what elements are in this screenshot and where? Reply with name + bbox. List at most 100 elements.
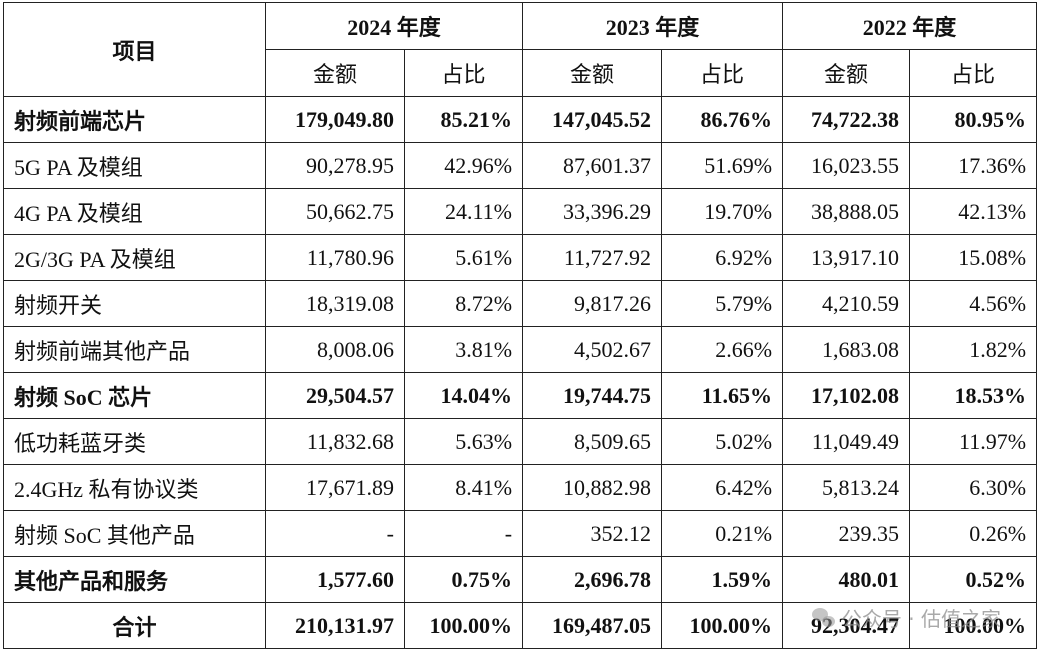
year-header-2023: 2023 年度 [522,2,784,50]
item-header: 项目 [3,2,266,97]
amount-cell: 17,671.89 [265,464,405,511]
amount-cell: 1,683.08 [782,326,911,373]
amount-header: 金额 [522,49,663,97]
amount-cell: 352.12 [522,510,663,557]
ratio-cell: 0.52% [909,556,1038,603]
amount-cell: 4,210.59 [782,280,911,327]
ratio-cell: 24.11% [403,188,524,235]
ratio-cell: 17.36% [909,142,1038,189]
amount-header: 金额 [265,49,405,97]
table-row: 低功耗蓝牙类 11,832.68 5.63% 8,509.65 5.02% 11,049.… [3,418,1038,465]
wechat-watermark: 公众号 · 估值之家 [811,603,1001,632]
ratio-cell: 85.21% [403,96,524,143]
ratio-cell: 5.63% [403,418,524,465]
ratio-cell: 100.00% [909,602,1038,649]
amount-cell: 29,504.57 [265,372,405,419]
ratio-cell: 86.76% [661,96,784,143]
revenue-breakdown-table: 项目 2024 年度 2023 年度 2022 年度 金额 占比 金额 占比 金… [3,2,1038,649]
year-header-2024: 2024 年度 [264,2,524,50]
year-header-2022: 2022 年度 [782,2,1038,50]
ratio-cell: 15.08% [909,234,1038,281]
ratio-cell: 100.00% [661,602,784,649]
ratio-cell: 18.53% [909,372,1038,419]
ratio-cell: 11.65% [661,372,784,419]
amount-cell: 50,662.75 [265,188,405,235]
ratio-cell: 1.82% [909,326,1038,373]
table-row: 4G PA 及模组 50,662.75 24.11% 33,396.29 19.70% 3… [3,188,1038,235]
row-label: 2.4GHz 私有协议类 [3,464,266,511]
table-row: 其他产品和服务 1,577.60 0.75% 2,696.78 1.59% 480.01 0… [3,556,1038,603]
amount-header: 金额 [782,49,911,97]
ratio-cell: 2.66% [661,326,784,373]
amount-cell: 11,049.49 [782,418,911,465]
amount-cell: 480.01 [782,556,911,603]
row-label: 射频 SoC 其他产品 [3,510,266,557]
ratio-cell: 0.26% [909,510,1038,557]
table-row: 2G/3G PA 及模组 11,780.96 5.61% 11,727.92 6.92%… [3,234,1038,281]
ratio-cell: 42.13% [909,188,1038,235]
row-label: 其他产品和服务 [3,556,266,603]
table-row: 射频 SoC 其他产品 - -352.12 0.21% 239.35 0.26% [3,510,1038,557]
amount-cell: - [265,510,405,557]
wechat-icon [811,607,836,628]
ratio-cell: 42.96% [403,142,524,189]
ratio-cell: 3.81% [403,326,524,373]
amount-cell: 8,509.65 [522,418,663,465]
table-row: 射频开关 18,319.08 8.72% 9,817.26 5.79% 4,210.59 4… [3,280,1038,327]
ratio-cell: 6.42% [661,464,784,511]
ratio-cell: 80.95% [909,96,1038,143]
amount-cell: 74,722.38 [782,96,911,143]
ratio-cell: 1.59% [661,556,784,603]
amount-cell: 239.35 [782,510,911,557]
amount-cell: 9,817.26 [522,280,663,327]
ratio-cell: 5.79% [661,280,784,327]
amount-cell: 17,102.08 [782,372,911,419]
table-row: 2.4GHz 私有协议类 17,671.89 8.41% 10,882.98 6.42%… [3,464,1038,511]
amount-cell: 33,396.29 [522,188,663,235]
ratio-cell: 11.97% [909,418,1038,465]
amount-cell: 11,780.96 [265,234,405,281]
ratio-cell: - [403,510,524,557]
ratio-cell: 0.21% [661,510,784,557]
ratio-cell: 8.41% [403,464,524,511]
ratio-header: 占比 [403,49,524,97]
amount-cell: 16,023.55 [782,142,911,189]
amount-cell: 4,502.67 [522,326,663,373]
table-row: 射频 SoC 芯片 29,504.57 14.04% 19,744.75 11.65% 1… [3,372,1038,419]
amount-cell: 1,577.60 [265,556,405,603]
ratio-cell: 100.00% [403,602,524,649]
ratio-header: 占比 [661,49,784,97]
row-label: 射频前端芯片 [3,96,266,143]
ratio-cell: 8.72% [403,280,524,327]
row-label: 射频 SoC 芯片 [3,372,266,419]
amount-cell: 11,832.68 [265,418,405,465]
amount-cell: 169,487.05 [522,602,663,649]
ratio-cell: 14.04% [403,372,524,419]
amount-cell: 90,278.95 [265,142,405,189]
table-row: 射频前端芯片 179,049.80 85.21% 147,045.52 86.76% 74… [3,96,1038,143]
table-row: 5G PA 及模组 90,278.95 42.96% 87,601.37 51.69% 1… [3,142,1038,189]
amount-cell: 92,304.47 [782,602,911,649]
row-label: 4G PA 及模组 [3,188,266,235]
ratio-cell: 5.61% [403,234,524,281]
row-label: 射频开关 [3,280,266,327]
ratio-cell: 5.02% [661,418,784,465]
amount-cell: 5,813.24 [782,464,911,511]
header-row-years: 项目 2024 年度 2023 年度 2022 年度 [3,2,1038,97]
amount-cell: 2,696.78 [522,556,663,603]
table-row: 射频前端其他产品 8,008.06 3.81% 4,502.67 2.66% 1,683.… [3,326,1038,373]
amount-cell: 210,131.97 [265,602,405,649]
row-label: 2G/3G PA 及模组 [3,234,266,281]
amount-cell: 10,882.98 [522,464,663,511]
ratio-cell: 19.70% [661,188,784,235]
amount-cell: 13,917.10 [782,234,911,281]
ratio-cell: 4.56% [909,280,1038,327]
row-label: 5G PA 及模组 [3,142,266,189]
ratio-header: 占比 [909,49,1038,97]
amount-cell: 38,888.05 [782,188,911,235]
ratio-cell: 51.69% [661,142,784,189]
row-label: 合计 [3,602,266,649]
amount-cell: 18,319.08 [265,280,405,327]
amount-cell: 87,601.37 [522,142,663,189]
amount-cell: 147,045.52 [522,96,663,143]
